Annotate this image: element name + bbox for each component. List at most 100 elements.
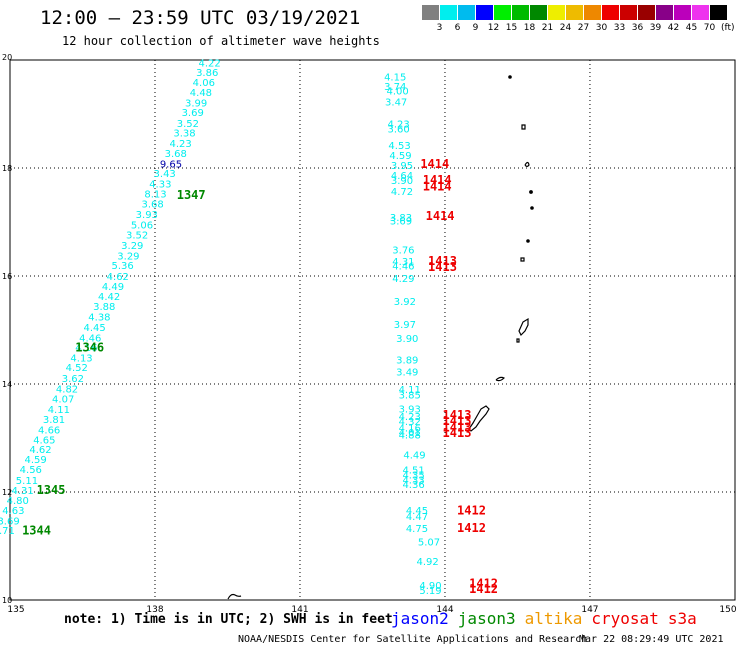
lat-tick-label: 20 (2, 53, 12, 62)
wave-height-point: 4.42 (98, 292, 120, 303)
wave-height-point: 4.56 (20, 465, 42, 476)
wave-height-point: 4.47 (406, 512, 428, 523)
pass-time-label: 1413 (428, 260, 457, 274)
legend-label: 15 (505, 23, 518, 33)
satellite-name: cryosat (591, 609, 659, 628)
island-3 (524, 161, 530, 168)
wave-height-point: 4.53 (388, 141, 410, 152)
wave-height-point: 3.52 (126, 231, 148, 242)
pass-time-label: 1414 (420, 157, 449, 171)
wave-height-point: 4.64 (391, 171, 413, 182)
wave-height-point: 4.59 (24, 455, 46, 466)
wave-height-point: 4.36 (402, 480, 424, 491)
wave-height-point: 3.69 (390, 217, 412, 228)
pass-time-label: 1414 (423, 173, 452, 187)
wave-height-point: 3.90 (396, 334, 418, 345)
wave-height-point: 4.06 (193, 78, 215, 89)
lon-tick-label: 150 (719, 605, 736, 615)
wave-height-point: 3.86 (196, 68, 218, 79)
wave-height-point: 4.92 (416, 557, 438, 568)
wave-height-point: 3.89 (396, 355, 418, 366)
wave-height-point: 4.31 (392, 257, 414, 268)
wave-height-point: 5.06 (131, 220, 153, 231)
island-2 (521, 124, 526, 130)
lon-tick-label: 147 (581, 605, 598, 615)
legend-label: 3 (436, 23, 443, 33)
wave-height-point: 4.49 (403, 451, 425, 462)
pass-time-label: 1412 (457, 504, 486, 518)
wave-height-point: 4.75 (406, 524, 428, 535)
legend-label: 42 (667, 23, 680, 33)
wave-height-point: 3.68 (165, 149, 187, 160)
wave-height-point: 3.71 (0, 526, 15, 537)
pass-time-label: 1413 (428, 254, 457, 268)
wave-height-point: 3.69 (182, 108, 204, 119)
wave-height-point: 3.38 (173, 129, 195, 140)
satellite-name: jason2 (391, 609, 449, 628)
pass-time-label: 1412 (457, 521, 486, 535)
wave-height-point: 3.29 (121, 241, 143, 252)
pass-time-label: 1413 (443, 408, 472, 422)
legend-swatch (692, 5, 709, 20)
wave-height-point: 4.00 (386, 87, 408, 98)
satellite-name: s3a (667, 609, 697, 628)
legend-unit: (ft) (721, 23, 735, 33)
wave-height-point: 4.23 (387, 120, 409, 131)
wave-height-point: 3.85 (399, 391, 421, 402)
wave-height-point: 4.65 (33, 435, 55, 446)
wave-height-point: 4.59 (389, 151, 411, 162)
lon-tick-label: 144 (436, 605, 453, 615)
pass-time-label: 1413 (443, 414, 472, 428)
wave-height-point: 4.23 (399, 412, 421, 423)
wave-height-point: 4.62 (29, 445, 51, 456)
satellite-key: jason2 jason3 altika cryosat s3a (391, 609, 706, 628)
island-guam (468, 405, 490, 432)
lon-tick-label: 141 (291, 605, 308, 615)
map-subtitle: 12 hour collection of altimeter wave hei… (62, 34, 380, 48)
wave-height-point: 4.29 (392, 274, 414, 285)
lat-tick-label: 10 (2, 596, 12, 605)
legend-swatch (674, 5, 691, 20)
wave-height-point: 3.93 (399, 405, 421, 416)
legend-label: 6 (454, 23, 461, 33)
legend-swatch (620, 5, 637, 20)
pass-time-label: 1412 (469, 582, 498, 596)
wave-height-point: 4.62 (107, 272, 129, 283)
wave-height-point: 3.76 (392, 245, 414, 256)
pass-time-label: 1413 (443, 421, 472, 435)
wave-height-point: 4.33 (402, 475, 424, 486)
wave-height-point: 4.11 (48, 405, 70, 416)
legend-swatch (422, 5, 439, 20)
wave-height-point: 3.83 (390, 213, 412, 224)
legend-swatch (476, 5, 493, 20)
lat-tick-label: 18 (2, 164, 12, 173)
lon-tick-label: 135 (7, 605, 24, 615)
wave-height-point: 3.69 (0, 516, 20, 527)
wave-height-point: 4.45 (83, 323, 105, 334)
credit-line: NOAA/NESDIS Center for Satellite Applica… (238, 634, 588, 645)
island-5 (530, 206, 534, 210)
island-10 (227, 593, 242, 600)
legend-label: 30 (595, 23, 608, 33)
wave-height-point: 3.49 (396, 367, 418, 378)
wave-height-point: 4.15 (384, 73, 406, 84)
legend-label: 70 (703, 23, 716, 33)
legend-swatch (656, 5, 673, 20)
legend-swatch (458, 5, 475, 20)
legend-swatch (602, 5, 619, 20)
wave-height-point: 4.16 (399, 424, 421, 435)
map-title: 12:00 – 23:59 UTC 03/19/2021 (40, 7, 361, 29)
wave-height-point: 3.60 (387, 124, 409, 135)
wave-height-point: 4.52 (66, 363, 88, 374)
wave-height-point: 9.65 (160, 159, 182, 170)
grid-lines (10, 60, 735, 600)
wave-height-point: 4.35 (402, 471, 424, 482)
wave-height-point: 4.45 (406, 506, 428, 517)
legend-label: 36 (631, 23, 644, 33)
pass-time-label: 1412 (469, 577, 498, 591)
pass-time-label: 1413 (443, 426, 472, 440)
wave-height-point: 4.48 (190, 88, 212, 99)
wave-height-point: 4.32 (399, 417, 421, 428)
wave-height-point: 4.33 (149, 179, 171, 190)
